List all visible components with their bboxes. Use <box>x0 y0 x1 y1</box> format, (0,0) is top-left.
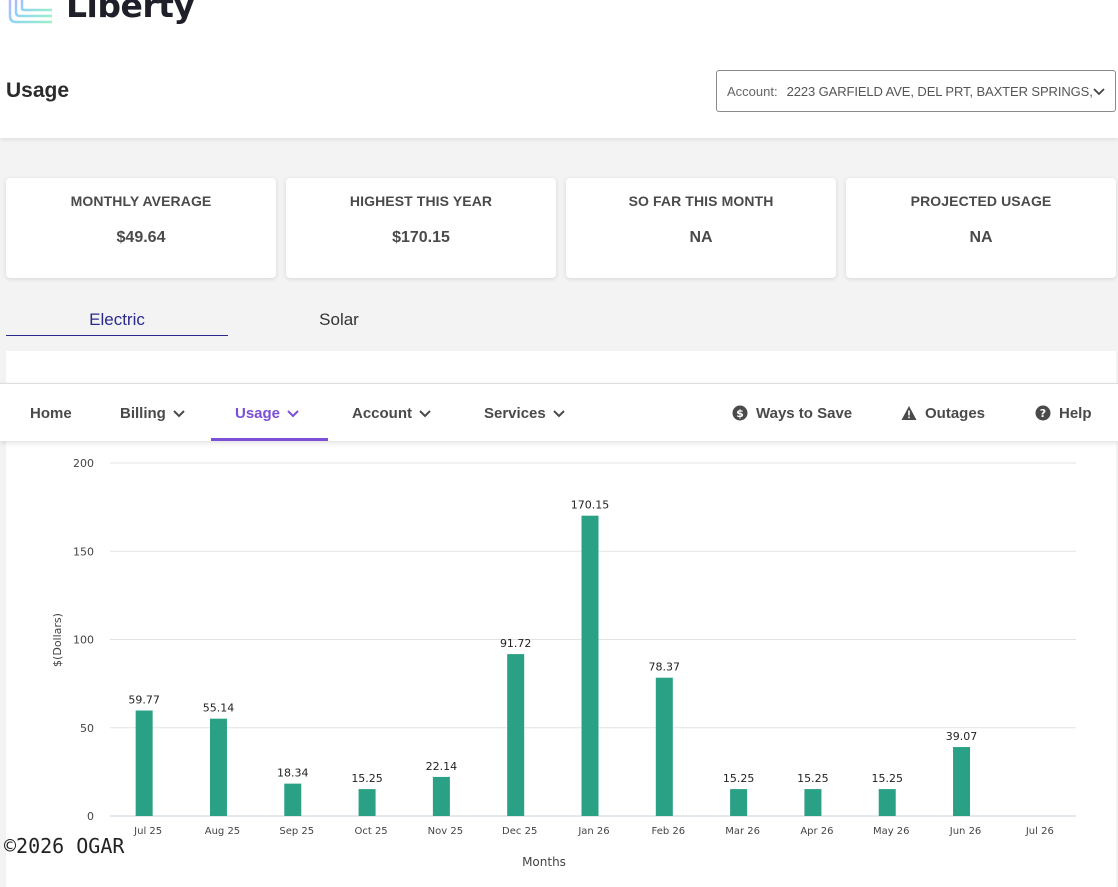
card-value: NA <box>689 229 713 246</box>
nav-ways-to-save-label: Ways to Save <box>756 404 853 422</box>
card-value: NA <box>969 229 993 246</box>
chevron-down-icon <box>287 410 299 418</box>
page-title: Usage <box>6 79 70 102</box>
nav-account[interactable]: Account <box>352 384 432 442</box>
bar-value-label: 39.07 <box>946 730 978 743</box>
chevron-down-icon <box>1093 88 1105 96</box>
bar <box>953 747 971 816</box>
usage-bar-chart: 0 50 100 150 200 59.77 Jul 25 55.14 Aug 25 18.34 S… <box>51 457 1076 869</box>
nav-home-label: Home <box>30 404 72 422</box>
x-tick-label: Jun 26 <box>949 826 982 837</box>
bar <box>432 776 450 816</box>
usage-header: Usage Account: 2223 GARFIELD AVE, DEL PR… <box>0 44 1118 138</box>
help-circle-icon: ? <box>1035 405 1051 421</box>
chevron-down-icon <box>553 410 565 418</box>
nav-services-label: Services <box>484 404 546 422</box>
warning-icon <box>901 406 917 420</box>
x-tick-label: Nov 25 <box>428 826 463 837</box>
x-tick-label: Mar 26 <box>725 826 760 837</box>
y-tick-label: 0 <box>87 810 94 823</box>
bar-value-label: 22.14 <box>426 760 458 773</box>
bar <box>730 789 748 816</box>
bar-value-label: 78.37 <box>649 661 681 674</box>
x-tick-label: Jul 26 <box>1025 826 1054 837</box>
bar-value-label: 15.25 <box>351 772 383 785</box>
chevron-down-icon <box>173 410 185 418</box>
nav-ways-to-save[interactable]: $ Ways to Save <box>732 384 852 442</box>
account-select[interactable]: Account: 2223 GARFIELD AVE, DEL PRT, BAX… <box>716 70 1116 112</box>
svg-text:?: ? <box>1040 407 1046 420</box>
x-tick-label: Aug 25 <box>205 826 240 837</box>
bar <box>358 789 376 816</box>
main-nav: Home Billing Usage Account Services $ Wa… <box>0 383 1118 441</box>
account-select-label: Account: <box>727 83 778 99</box>
y-tick-label: 200 <box>73 457 94 470</box>
nav-active-indicator <box>211 438 328 441</box>
highest-this-year-card: HIGHEST THIS YEAR $170.15 <box>286 178 556 278</box>
card-value: $49.64 <box>116 229 166 246</box>
nav-help[interactable]: ? Help <box>1035 384 1092 442</box>
bar <box>804 789 822 816</box>
y-axis-title: $(Dollars) <box>51 613 64 667</box>
chevron-down-icon <box>419 410 431 418</box>
y-tick-label: 150 <box>73 545 94 558</box>
bar <box>209 718 227 816</box>
brand-name: Liberty <box>66 0 195 25</box>
chart-panel-top <box>6 351 1116 383</box>
card-title: HIGHEST THIS YEAR <box>349 193 493 209</box>
y-tick-label: 100 <box>73 634 94 647</box>
nav-outages-label: Outages <box>925 404 986 422</box>
nav-account-label: Account <box>352 404 412 422</box>
x-tick-label: Dec 25 <box>502 826 537 837</box>
nav-services[interactable]: Services <box>484 384 566 442</box>
liberty-logo-icon <box>6 0 58 24</box>
tab-electric[interactable]: Electric <box>6 310 228 336</box>
bar-value-label: 15.25 <box>723 772 755 785</box>
nav-billing[interactable]: Billing <box>120 384 186 442</box>
account-select-value: 2223 GARFIELD AVE, DEL PRT, BAXTER SPRIN… <box>786 83 1093 99</box>
y-tick-label: 50 <box>80 722 94 735</box>
x-tick-label: Jan 26 <box>577 826 609 837</box>
x-tick-label: Sep 25 <box>279 826 314 837</box>
bar <box>655 677 673 816</box>
card-title: PROJECTED USAGE <box>910 193 1052 209</box>
bar-value-label: 55.14 <box>203 702 235 715</box>
tab-solar[interactable]: Solar <box>319 310 359 329</box>
nav-usage-label: Usage <box>235 404 281 422</box>
nav-home[interactable]: Home <box>30 384 72 442</box>
x-axis-title: Months <box>522 855 566 869</box>
monthly-average-card: MONTHLY AVERAGE $49.64 <box>6 178 276 278</box>
bar-value-label: 15.25 <box>797 772 829 785</box>
nav-billing-label: Billing <box>120 404 166 422</box>
card-title: MONTHLY AVERAGE <box>70 193 212 209</box>
x-tick-label: Jul 25 <box>133 826 162 837</box>
usage-chart-panel: 0 50 100 150 200 59.77 Jul 25 55.14 Aug 25 18.34 S… <box>6 441 1116 887</box>
x-tick-label: Apr 26 <box>800 826 833 837</box>
copyright-watermark: ©2026 OGAR <box>4 834 125 858</box>
x-tick-label: Oct 25 <box>354 826 387 837</box>
nav-usage[interactable]: Usage <box>235 384 300 442</box>
liberty-logo[interactable]: Liberty™ <box>6 0 202 30</box>
x-tick-label: May 26 <box>873 826 910 837</box>
bar-value-label: 18.34 <box>277 767 309 780</box>
bar <box>284 783 302 816</box>
so-far-this-month-card: SO FAR THIS MONTH NA <box>566 178 836 278</box>
card-title: SO FAR THIS MONTH <box>628 193 774 209</box>
bar <box>507 654 525 816</box>
bar <box>135 710 153 816</box>
bar <box>878 789 896 816</box>
svg-text:$: $ <box>736 407 744 420</box>
bar <box>581 515 599 816</box>
nav-outages[interactable]: Outages <box>901 384 985 442</box>
bar-value-label: 15.25 <box>871 772 903 785</box>
card-value: $170.15 <box>392 229 450 246</box>
bar-value-label: 59.77 <box>128 694 160 707</box>
top-header: Liberty™ <box>0 0 1118 44</box>
projected-usage-card: PROJECTED USAGE NA <box>846 178 1116 278</box>
bar-value-label: 170.15 <box>571 499 610 512</box>
dollar-circle-icon: $ <box>732 405 748 421</box>
x-tick-label: Feb 26 <box>652 826 686 837</box>
nav-help-label: Help <box>1059 404 1092 422</box>
bar-value-label: 91.72 <box>500 637 532 650</box>
